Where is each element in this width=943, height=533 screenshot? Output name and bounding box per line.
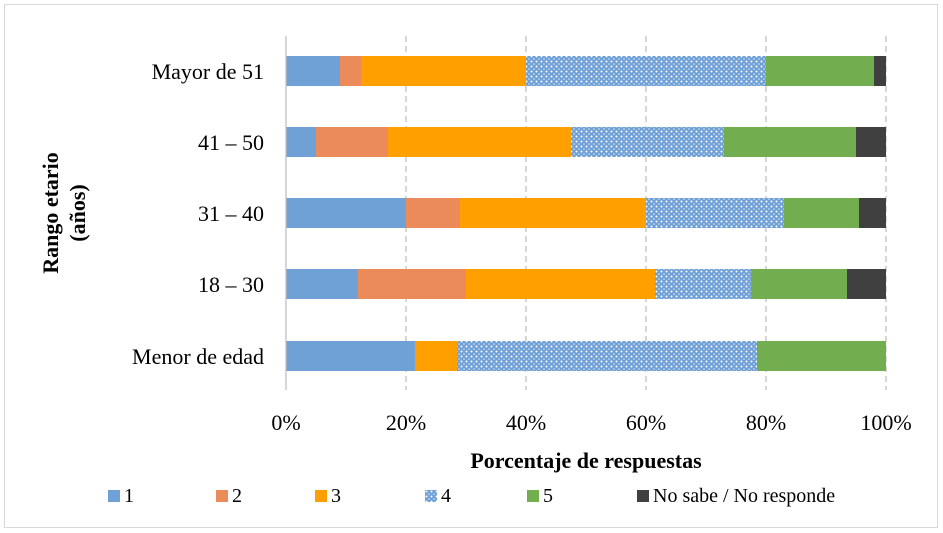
x-tick-label: 60% <box>626 410 666 435</box>
bar-segment <box>766 56 874 86</box>
legend-swatch <box>216 490 228 502</box>
bar-segment <box>358 269 466 299</box>
chart-frame <box>4 4 938 528</box>
bar-segment <box>571 127 724 157</box>
x-tick-label: 20% <box>386 410 426 435</box>
bar-segment <box>784 198 859 228</box>
legend: 1 2 3 4 5 No sabe / No responde <box>108 485 835 507</box>
x-tick-label: 0% <box>271 410 300 435</box>
legend-label: 1 <box>124 485 134 507</box>
bar-segment <box>757 341 886 371</box>
axes: 0% 20% 40% 60% 80% 100% Mayor de 51 41 – 50 31 –… <box>132 36 912 435</box>
legend-item: No sabe / No responde <box>637 485 835 507</box>
bar-segment <box>340 56 361 86</box>
x-tick-label: 100% <box>860 410 911 435</box>
bar-segment <box>460 198 646 228</box>
bar-segment <box>388 127 571 157</box>
category-label: Menor de edad <box>132 344 264 369</box>
bars <box>286 56 886 371</box>
bar-segment <box>286 341 415 371</box>
bar-segment <box>646 198 784 228</box>
x-axis-title: Porcentaje de respuestas <box>470 448 702 473</box>
bar-segment <box>856 127 886 157</box>
category-label: 18 – 30 <box>198 272 264 297</box>
bar-segment <box>655 269 751 299</box>
legend-swatch <box>315 490 327 502</box>
gridlines <box>405 36 887 390</box>
bar-segment <box>286 269 358 299</box>
bar-segment <box>316 127 388 157</box>
bar-segment <box>466 269 655 299</box>
legend-item: 5 <box>527 485 553 507</box>
bar-segment <box>286 198 406 228</box>
legend-item: 2 <box>216 485 242 507</box>
category-label: 41 – 50 <box>198 130 264 155</box>
bar-segment <box>406 198 460 228</box>
legend-label: 5 <box>543 485 553 507</box>
bar-segment <box>724 127 856 157</box>
legend-swatch <box>637 490 649 502</box>
legend-swatch <box>108 490 120 502</box>
legend-label: 3 <box>331 485 341 507</box>
legend-label: No sabe / No responde <box>653 485 835 507</box>
legend-swatch <box>527 490 539 502</box>
category-label: Mayor de 51 <box>152 59 264 84</box>
legend-swatch <box>425 490 437 502</box>
bar-segment <box>286 56 340 86</box>
y-axis-title: Rango etario(años) <box>38 152 90 274</box>
category-label: 31 – 40 <box>198 201 264 226</box>
x-tick-label: 80% <box>746 410 786 435</box>
bar-segment <box>457 341 757 371</box>
bar-segment <box>847 269 886 299</box>
legend-item: 1 <box>108 485 134 507</box>
bar-segment <box>361 56 526 86</box>
bar-segment <box>286 127 316 157</box>
bar-segment <box>526 56 766 86</box>
bar-segment <box>751 269 847 299</box>
bar-segment <box>415 341 457 371</box>
x-tick-label: 40% <box>506 410 546 435</box>
legend-label: 4 <box>441 485 451 507</box>
legend-item: 3 <box>315 485 341 507</box>
bar-segment <box>874 56 886 86</box>
bar-segment <box>859 198 886 228</box>
legend-item: 4 <box>425 485 451 507</box>
legend-label: 2 <box>232 485 242 507</box>
